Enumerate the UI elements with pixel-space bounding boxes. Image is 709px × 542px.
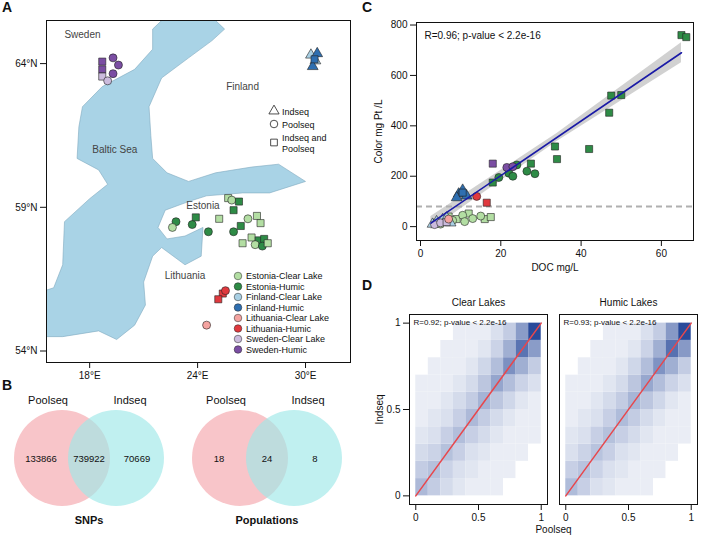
svg-text:Poolseq: Poolseq (28, 394, 68, 406)
svg-text:Lithuania: Lithuania (165, 270, 206, 281)
svg-text:40: 40 (576, 248, 588, 259)
svg-text:Baltic Sea: Baltic Sea (92, 144, 137, 155)
svg-text:0.5: 0.5 (472, 512, 486, 523)
svg-text:Humic Lakes: Humic Lakes (600, 297, 658, 308)
html-text:B: B (2, 377, 13, 393)
svg-text:800: 800 (391, 19, 408, 30)
svg-text:70669: 70669 (124, 453, 150, 464)
svg-text:54°N: 54°N (15, 345, 37, 356)
svg-text:Populations: Populations (236, 514, 299, 526)
svg-text:20: 20 (495, 248, 507, 259)
svg-text:1: 1 (688, 512, 694, 523)
html-text:D: D (362, 277, 373, 293)
svg-text:0.5: 0.5 (622, 512, 636, 523)
svg-text:18: 18 (214, 453, 225, 464)
svg-text:R=0.96; p-value < 2.2e-16: R=0.96; p-value < 2.2e-16 (425, 30, 542, 41)
svg-text:0.5: 0.5 (387, 404, 401, 415)
svg-text:1: 1 (538, 512, 544, 523)
svg-text:600: 600 (391, 70, 408, 81)
svg-text:0: 0 (395, 490, 401, 501)
svg-text:Poolseq: Poolseq (206, 394, 246, 406)
svg-text:Sweden: Sweden (64, 29, 100, 40)
svg-text:Poolseq: Poolseq (282, 144, 315, 154)
svg-text:Estonia-Clear Lake: Estonia-Clear Lake (246, 271, 323, 281)
svg-text:59°N: 59°N (15, 202, 37, 213)
svg-text:Indseq: Indseq (291, 394, 324, 406)
svg-text:Finland-Humic: Finland-Humic (246, 303, 305, 313)
svg-text:739922: 739922 (73, 453, 105, 464)
svg-text:64°N: 64°N (15, 58, 37, 69)
svg-text:0: 0 (413, 512, 419, 523)
svg-text:1: 1 (395, 317, 401, 328)
svg-text:Clear Lakes: Clear Lakes (452, 297, 505, 308)
svg-text:Indseq and: Indseq and (282, 133, 327, 143)
svg-text:DOC mg/L: DOC mg/L (531, 262, 579, 273)
svg-text:R=0.93; p-value < 2.2e-16: R=0.93; p-value < 2.2e-16 (564, 318, 658, 327)
svg-text:SNPs: SNPs (75, 514, 104, 526)
svg-text:24: 24 (262, 453, 273, 464)
svg-text:Sweden-Clear Lake: Sweden-Clear Lake (246, 334, 325, 344)
svg-text:Sweden-Humic: Sweden-Humic (246, 345, 308, 355)
svg-text:Indseq: Indseq (282, 107, 309, 117)
svg-text:24°E: 24°E (187, 370, 209, 381)
svg-text:Poolseq: Poolseq (282, 120, 315, 130)
svg-text:0: 0 (418, 248, 424, 259)
svg-text:Poolseq: Poolseq (535, 524, 571, 535)
svg-text:8: 8 (312, 453, 317, 464)
svg-text:Indseq: Indseq (374, 394, 385, 424)
svg-text:Estonia: Estonia (186, 200, 220, 211)
svg-text:Color mg Pt /L: Color mg Pt /L (373, 99, 384, 163)
svg-text:400: 400 (391, 120, 408, 131)
svg-text:0: 0 (402, 221, 408, 232)
svg-text:133866: 133866 (25, 453, 57, 464)
svg-text:Finland: Finland (226, 81, 259, 92)
svg-text:Estonia-Humic: Estonia-Humic (246, 282, 305, 292)
svg-text:60: 60 (656, 248, 668, 259)
html-text:C: C (362, 0, 373, 15)
svg-text:Finland-Clear Lake: Finland-Clear Lake (246, 292, 322, 302)
html-text:A: A (2, 0, 13, 15)
svg-text:30°E: 30°E (295, 370, 317, 381)
svg-text:Lithuania-Clear Lake: Lithuania-Clear Lake (246, 313, 329, 323)
svg-text:0: 0 (563, 512, 569, 523)
svg-text:Lithuania-Humic: Lithuania-Humic (246, 324, 312, 334)
svg-text:200: 200 (391, 170, 408, 181)
svg-text:18°E: 18°E (79, 370, 101, 381)
svg-text:R=0.92; p-value < 2.2e-16: R=0.92; p-value < 2.2e-16 (414, 318, 508, 327)
svg-text:Indseq: Indseq (113, 394, 146, 406)
